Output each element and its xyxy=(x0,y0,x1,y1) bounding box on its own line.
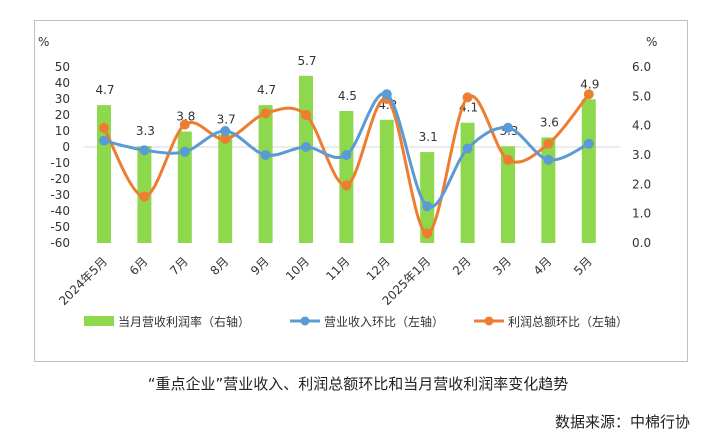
revenue-mom-point xyxy=(543,154,554,165)
revenue-mom-point xyxy=(179,146,190,157)
legend-marker-revenue-mom xyxy=(300,316,310,326)
bar-profit-margin xyxy=(177,131,192,243)
revenue-mom-point xyxy=(220,126,231,136)
right-axis-unit-label: % xyxy=(646,35,657,49)
left-axis-tick-label: -50 xyxy=(50,220,70,234)
legend-label-revenue-mom: 营业收入环比（左轴） xyxy=(324,314,444,329)
revenue-mom-point xyxy=(422,201,433,212)
x-axis-tick-label: 9月 xyxy=(248,254,272,278)
chart: % % 50 40 30 20 10 0 -10 -20 -30 -40 -50 -60 0.0 1.0 2.0… xyxy=(38,35,657,329)
x-axis-tick-label: 2月 xyxy=(450,254,474,278)
bar-data-label: 3.8 xyxy=(176,110,195,124)
bar-profit-margin xyxy=(420,152,435,243)
chart-caption: “重点企业”营业收入、利润总额环比和当月营收利润率变化趋势 xyxy=(147,375,569,393)
bar-profit-margin xyxy=(258,105,273,243)
right-axis-tick-label: 2.0 xyxy=(632,177,651,191)
bar-data-label: 3.7 xyxy=(217,112,236,126)
right-axis-tick-label: 1.0 xyxy=(632,207,651,221)
profit-mom-point xyxy=(583,89,594,100)
left-axis-tick-label: 50 xyxy=(55,60,70,74)
x-axis-tick-label: 5月 xyxy=(571,254,595,278)
bar-profit-margin xyxy=(379,119,394,243)
right-axis-tick-label: 5.0 xyxy=(632,89,651,103)
legend-swatch-profit-margin xyxy=(84,316,114,326)
bar-profit-margin xyxy=(501,146,515,243)
left-axis-tick-label: 10 xyxy=(55,124,70,138)
x-axis-tick-label: 7月 xyxy=(167,254,191,278)
bar-data-label: 5.7 xyxy=(297,54,316,68)
profit-mom-point xyxy=(260,108,271,119)
right-axis-tick-label: 6.0 xyxy=(632,60,651,74)
left-axis-tick-label: -60 xyxy=(50,236,70,250)
profit-mom-point xyxy=(462,92,473,103)
profit-mom-point xyxy=(179,119,190,130)
x-axis-tick-label: 2024年5月 xyxy=(56,254,110,308)
x-axis-tick-label: 11月 xyxy=(323,254,352,283)
revenue-mom-point xyxy=(301,142,311,152)
bar-profit-margin xyxy=(218,134,233,243)
revenue-mom-point xyxy=(503,122,513,133)
revenue-mom-point xyxy=(583,138,594,149)
profit-mom-point xyxy=(341,180,352,191)
revenue-mom-point xyxy=(462,143,473,154)
bar-data-label: 3.1 xyxy=(419,130,438,144)
x-axis-tick-label: 4月 xyxy=(531,254,555,278)
profit-mom-point xyxy=(139,191,150,202)
revenue-mom-point xyxy=(381,89,392,100)
right-axis-tick-label: 4.0 xyxy=(632,119,651,133)
x-axis-tick-label: 10月 xyxy=(283,254,312,283)
legend-label-profit-mom: 利润总额环比（左轴） xyxy=(508,314,628,329)
x-axis-tick-label: 8月 xyxy=(208,254,232,278)
left-axis-tick-label: 30 xyxy=(55,92,70,106)
x-axis-tick-label: 6月 xyxy=(127,254,151,278)
bar-data-label: 4.7 xyxy=(257,83,276,97)
bar-profit-margin xyxy=(339,111,354,243)
left-axis-unit-label: % xyxy=(38,35,49,49)
profit-mom-point xyxy=(503,154,513,165)
bar-data-label: 3.6 xyxy=(540,115,559,129)
x-axis-tick-label: 3月 xyxy=(490,254,514,278)
bar-data-label: 4.9 xyxy=(580,77,599,91)
left-axis-tick-label: 0 xyxy=(62,140,70,154)
bar-profit-margin xyxy=(541,137,556,243)
bar-data-label: 3.3 xyxy=(136,124,155,138)
left-axis-tick-label: -30 xyxy=(50,188,70,202)
legend-marker-profit-mom xyxy=(484,316,494,326)
bar-profit-margin xyxy=(299,75,313,243)
bar-profit-margin xyxy=(460,122,475,243)
revenue-mom-point xyxy=(139,145,150,156)
profit-mom-point xyxy=(99,122,109,133)
profit-mom-point xyxy=(422,228,433,239)
bar-profit-margin xyxy=(581,99,596,244)
data-source: 数据来源：中棉行协 xyxy=(554,413,690,431)
revenue-mom-point xyxy=(341,150,352,160)
left-axis-tick-label: -40 xyxy=(50,204,70,218)
profit-mom-point xyxy=(543,138,554,149)
x-axis-tick-label: 12月 xyxy=(364,254,393,283)
left-axis-tick-label: 20 xyxy=(55,108,70,122)
bar-data-label: 4.7 xyxy=(95,83,114,97)
legend-label-profit-margin: 当月营收利润率（右轴） xyxy=(118,314,250,329)
left-axis-tick-label: 40 xyxy=(55,76,70,90)
profit-mom-point xyxy=(301,110,311,120)
right-axis-tick-label: 3.0 xyxy=(632,148,651,162)
revenue-mom-point xyxy=(260,150,271,160)
left-axis-tick-label: -10 xyxy=(50,156,70,170)
right-axis-tick-label: 0.0 xyxy=(632,236,651,250)
revenue-mom-point xyxy=(99,135,109,146)
bar-data-label: 4.5 xyxy=(338,89,357,103)
left-axis-tick-label: -20 xyxy=(50,172,70,186)
